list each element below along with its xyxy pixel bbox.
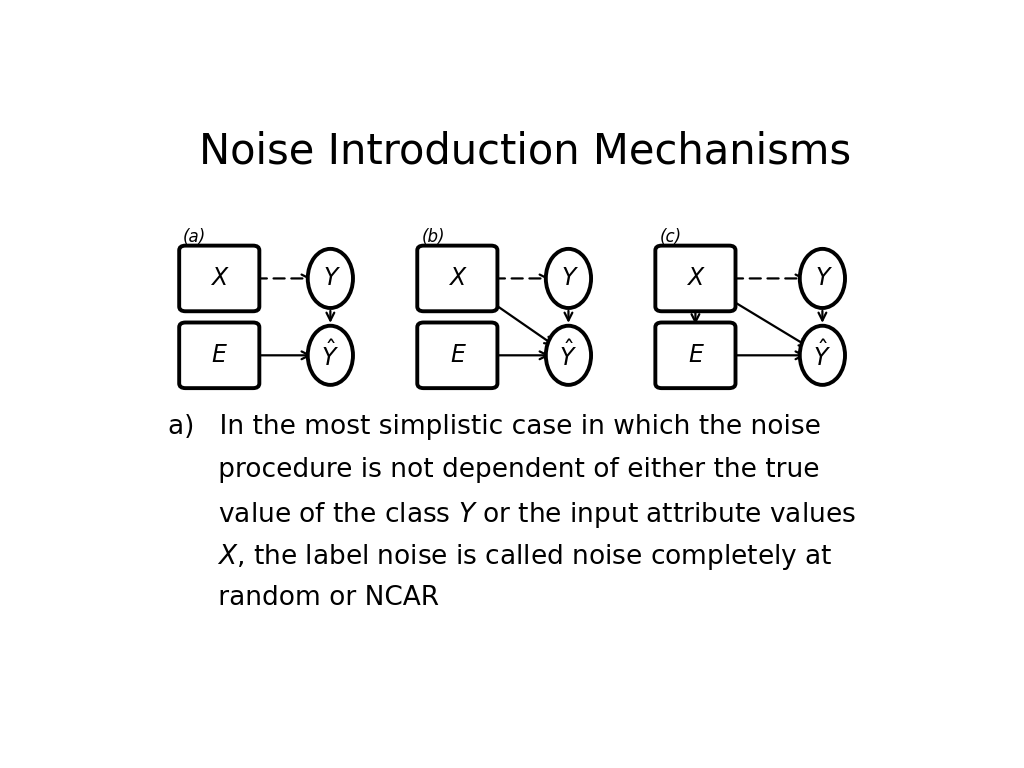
Text: (b): (b) [421, 227, 444, 246]
Text: E: E [212, 343, 226, 367]
Text: random or NCAR: random or NCAR [168, 584, 439, 611]
Ellipse shape [308, 249, 353, 308]
FancyBboxPatch shape [417, 246, 498, 311]
FancyBboxPatch shape [417, 323, 498, 388]
FancyBboxPatch shape [655, 323, 735, 388]
Text: $\hat{Y}$: $\hat{Y}$ [813, 340, 831, 370]
Text: a)   In the most simplistic case in which the noise: a) In the most simplistic case in which … [168, 415, 820, 441]
Text: X: X [450, 266, 465, 290]
Text: (a): (a) [183, 227, 207, 246]
Text: Y: Y [561, 266, 575, 290]
Text: value of the class $\mathit{Y}$ or the input attribute values: value of the class $\mathit{Y}$ or the i… [168, 500, 855, 530]
Text: $\hat{Y}$: $\hat{Y}$ [559, 340, 578, 370]
Text: $\hat{Y}$: $\hat{Y}$ [322, 340, 339, 370]
FancyBboxPatch shape [655, 246, 735, 311]
Text: (c): (c) [659, 227, 681, 246]
Text: E: E [450, 343, 465, 367]
Text: X: X [211, 266, 227, 290]
Text: procedure is not dependent of either the true: procedure is not dependent of either the… [168, 457, 819, 483]
Ellipse shape [546, 249, 591, 308]
Ellipse shape [800, 249, 845, 308]
FancyBboxPatch shape [179, 246, 259, 311]
Text: Noise Introduction Mechanisms: Noise Introduction Mechanisms [199, 131, 851, 172]
FancyBboxPatch shape [179, 323, 259, 388]
Text: X: X [687, 266, 703, 290]
Text: Y: Y [815, 266, 829, 290]
Text: E: E [688, 343, 702, 367]
Ellipse shape [308, 326, 353, 385]
Ellipse shape [800, 326, 845, 385]
Text: Y: Y [324, 266, 338, 290]
Ellipse shape [546, 326, 591, 385]
Text: $\mathit{X}$, the label noise is called noise completely at: $\mathit{X}$, the label noise is called … [168, 542, 833, 572]
